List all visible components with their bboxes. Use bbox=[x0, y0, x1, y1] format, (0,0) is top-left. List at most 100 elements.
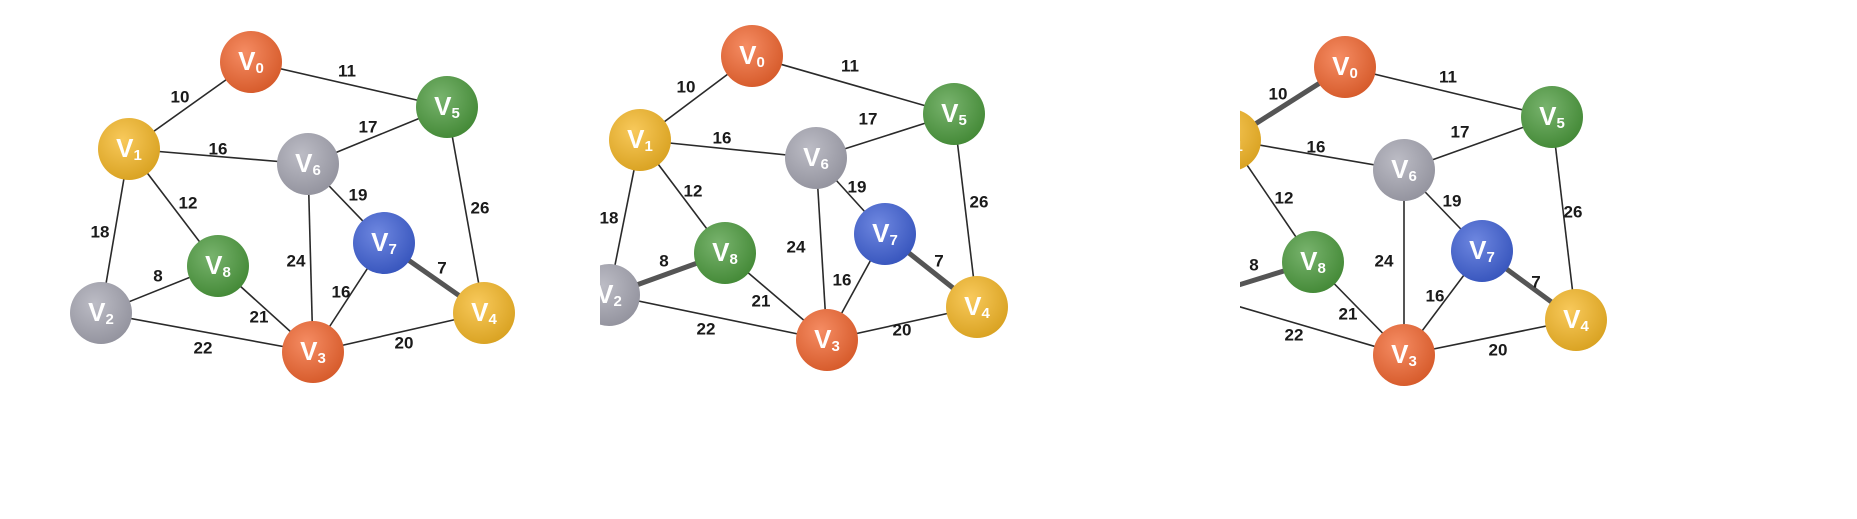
vertex-subscript: 5 bbox=[1557, 115, 1565, 132]
vertex-circle bbox=[1373, 139, 1435, 201]
edge-v2-v3 bbox=[100, 312, 314, 353]
edge-weight-v0-v1: 10 bbox=[171, 87, 190, 106]
vertex-v8: V8 bbox=[187, 235, 249, 297]
vertex-v7: V7 bbox=[353, 212, 415, 274]
vertex-letter: V bbox=[434, 91, 452, 121]
vertex-label: V5 bbox=[1539, 101, 1565, 132]
edge-weight-v2-v3: 22 bbox=[1285, 325, 1304, 344]
vertex-circle bbox=[721, 25, 783, 87]
vertex-v8: V8 bbox=[1282, 231, 1344, 293]
edge-weight-v8-v3: 21 bbox=[250, 307, 269, 326]
vertex-circle bbox=[1373, 324, 1435, 386]
vertex-v6: V6 bbox=[785, 127, 847, 189]
edge-weight-v3-v4: 20 bbox=[1489, 340, 1508, 359]
vertex-subscript: 0 bbox=[256, 60, 264, 77]
vertex-circle bbox=[1451, 220, 1513, 282]
vertex-letter: V bbox=[739, 40, 757, 70]
vertex-circle bbox=[416, 76, 478, 138]
vertex-subscript: 7 bbox=[890, 232, 898, 249]
vertex-label: V7 bbox=[371, 227, 397, 258]
edge-weight-v5-v6: 17 bbox=[1451, 122, 1470, 141]
vertex-letter: V bbox=[88, 297, 106, 327]
vertex-subscript: 2 bbox=[614, 293, 622, 310]
vertex-subscript: 1 bbox=[645, 138, 653, 155]
vertex-circle bbox=[98, 118, 160, 180]
vertex-label: V5 bbox=[434, 91, 460, 122]
vertex-subscript: 4 bbox=[489, 311, 498, 328]
vertex-subscript: 1 bbox=[1240, 138, 1243, 155]
vertex-circle bbox=[70, 282, 132, 344]
edge-v0-v5 bbox=[1344, 66, 1553, 118]
vertex-circle bbox=[600, 264, 640, 326]
vertex-label: V2 bbox=[88, 297, 114, 328]
vertex-v4: V4 bbox=[453, 282, 515, 344]
vertex-letter: V bbox=[964, 291, 982, 321]
edge-v5-v4 bbox=[446, 106, 485, 314]
vertex-label: V8 bbox=[712, 237, 738, 268]
vertex-circle bbox=[282, 321, 344, 383]
vertex-subscript: 2 bbox=[106, 311, 114, 328]
edge-weight-v1-v2: 18 bbox=[600, 208, 618, 227]
vertex-v0: V0 bbox=[220, 31, 282, 93]
vertex-label: V3 bbox=[300, 336, 326, 367]
edge-weight-v2-v3: 22 bbox=[697, 319, 716, 338]
vertex-v7: V7 bbox=[854, 203, 916, 265]
vertex-letter: V bbox=[205, 250, 223, 280]
edge-v0-v5 bbox=[250, 61, 448, 108]
vertex-label: V2 bbox=[600, 279, 622, 310]
vertex-v2: V2 bbox=[70, 282, 132, 344]
edge-weight-v0-v5: 11 bbox=[338, 61, 356, 80]
vertex-circle bbox=[1240, 110, 1261, 170]
edge-v5-v4 bbox=[1551, 116, 1577, 321]
vertex-subscript: 4 bbox=[982, 305, 991, 322]
vertex-v2: V2 bbox=[600, 264, 640, 326]
edge-v6-v3 bbox=[307, 163, 314, 353]
vertex-label: V0 bbox=[238, 46, 264, 77]
edge-weight-v1-v6: 16 bbox=[1307, 137, 1326, 156]
vertex-circle bbox=[353, 212, 415, 274]
vertex-label: V8 bbox=[1300, 246, 1326, 277]
edge-weight-v8-v3: 21 bbox=[752, 291, 771, 310]
vertex-v8: V8 bbox=[694, 222, 756, 284]
vertex-label: V1 bbox=[116, 133, 142, 164]
vertex-label: V1 bbox=[1240, 124, 1243, 155]
vertex-v6: V6 bbox=[277, 133, 339, 195]
vertex-circle bbox=[453, 282, 515, 344]
vertex-circle bbox=[946, 276, 1008, 338]
edge-weight-v5-v6: 17 bbox=[359, 117, 378, 136]
vertex-v1: V1 bbox=[1240, 110, 1261, 170]
vertex-label: V4 bbox=[964, 291, 990, 322]
vertex-letter: V bbox=[600, 279, 614, 309]
vertex-circle bbox=[1282, 231, 1344, 293]
edge-weight-v7-v4: 7 bbox=[437, 258, 446, 277]
vertex-letter: V bbox=[1391, 154, 1409, 184]
edge-weight-v2-v8: 8 bbox=[659, 251, 668, 270]
graph-panel-2: 1011161218172619247168222120V0V1V2V3V4V5… bbox=[600, 25, 1008, 371]
vertex-subscript: 3 bbox=[318, 350, 326, 367]
vertex-label: V6 bbox=[803, 142, 829, 173]
vertex-subscript: 5 bbox=[959, 112, 967, 129]
vertex-letter: V bbox=[238, 46, 256, 76]
vertex-letter: V bbox=[872, 218, 890, 248]
vertex-letter: V bbox=[1300, 246, 1318, 276]
graph-panel-3: 1011161218172619247168222120V0V1V2V3V4V5… bbox=[1240, 36, 1607, 386]
vertex-v3: V3 bbox=[796, 309, 858, 371]
edge-weight-v2-v8: 8 bbox=[1249, 255, 1258, 274]
edge-weight-v1-v2: 18 bbox=[91, 222, 110, 241]
vertex-circle bbox=[694, 222, 756, 284]
edge-v2-v3 bbox=[608, 294, 828, 341]
edge-weight-v0-v5: 11 bbox=[841, 56, 859, 75]
vertex-subscript: 8 bbox=[223, 264, 231, 281]
vertex-subscript: 7 bbox=[1487, 249, 1495, 266]
vertex-subscript: 3 bbox=[832, 338, 840, 355]
vertex-letter: V bbox=[471, 297, 489, 327]
edge-weight-v1-v8: 12 bbox=[179, 193, 198, 212]
vertex-v4: V4 bbox=[946, 276, 1008, 338]
vertex-letter: V bbox=[712, 237, 730, 267]
edge-weight-v6-v7: 19 bbox=[1443, 191, 1462, 210]
edge-v5-v4 bbox=[953, 113, 978, 308]
vertex-letter: V bbox=[1469, 235, 1487, 265]
vertex-letter: V bbox=[803, 142, 821, 172]
edge-weight-v1-v6: 16 bbox=[713, 128, 732, 147]
